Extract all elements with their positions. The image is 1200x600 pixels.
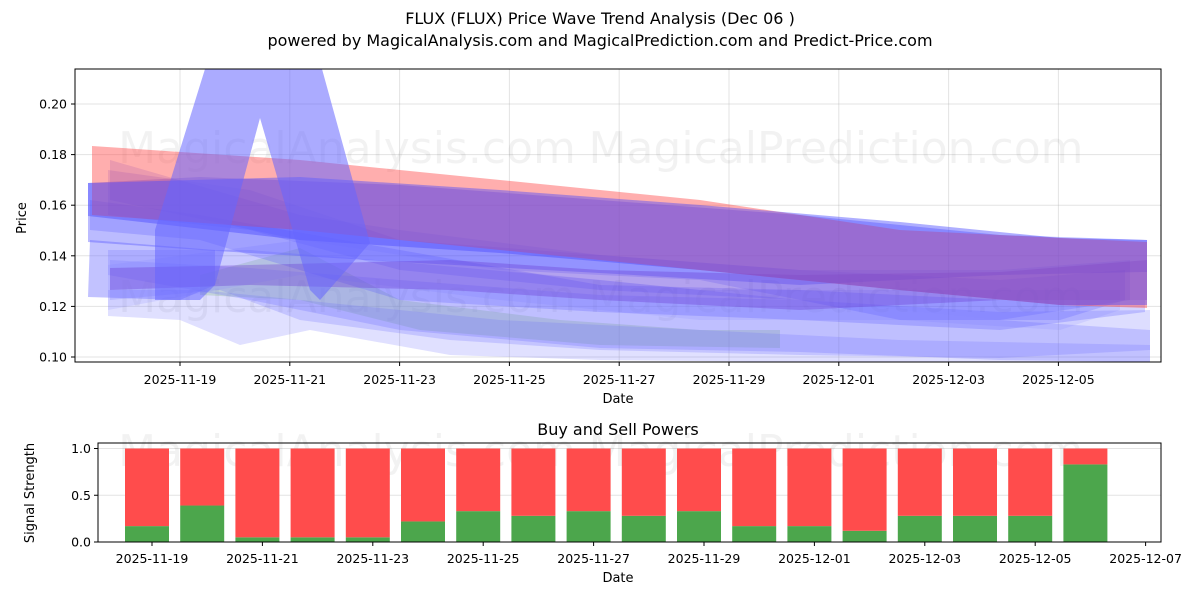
x-tick-label: 2025-11-25 bbox=[447, 551, 520, 566]
x-tick-label: 2025-11-19 bbox=[116, 551, 189, 566]
sell-bar bbox=[898, 449, 942, 516]
y-tick-label: 1.0 bbox=[71, 441, 91, 456]
buy-bar bbox=[456, 511, 500, 542]
buy-bar bbox=[677, 511, 721, 542]
price-y-label: Price bbox=[15, 202, 30, 234]
buy-bar bbox=[843, 531, 887, 542]
sell-bar bbox=[1008, 449, 1052, 516]
sell-bar bbox=[511, 449, 555, 516]
sell-bar bbox=[1063, 449, 1107, 465]
sell-bar bbox=[456, 449, 500, 512]
price-x-axis: 2025-11-19 2025-11-21 2025-11-23 2025-11-25… bbox=[144, 362, 1095, 387]
y-tick-label: 0.18 bbox=[39, 147, 67, 162]
signal-x-label: Date bbox=[602, 571, 633, 586]
buy-bar bbox=[567, 511, 611, 542]
sell-bar bbox=[235, 449, 279, 538]
buy-bar bbox=[953, 516, 997, 542]
y-tick-label: 0.12 bbox=[39, 299, 67, 314]
sell-bar bbox=[291, 449, 335, 538]
x-tick-label: 2025-12-03 bbox=[888, 551, 961, 566]
x-tick-label: 2025-12-05 bbox=[1022, 372, 1095, 387]
buy-bar bbox=[622, 516, 666, 542]
sell-bar bbox=[843, 449, 887, 531]
y-tick-label: 0.14 bbox=[39, 248, 67, 263]
buy-bar bbox=[401, 521, 445, 542]
buy-bar bbox=[787, 526, 831, 542]
x-tick-label: 2025-11-21 bbox=[226, 551, 299, 566]
buy-bar bbox=[235, 537, 279, 542]
signal-y-axis: 0.0 0.5 1.0 bbox=[71, 441, 98, 550]
sell-bar bbox=[953, 449, 997, 516]
x-tick-label: 2025-11-29 bbox=[693, 372, 766, 387]
x-tick-label: 2025-12-03 bbox=[912, 372, 985, 387]
x-tick-label: 2025-11-19 bbox=[144, 372, 217, 387]
x-tick-label: 2025-11-27 bbox=[583, 372, 656, 387]
x-tick-label: 2025-11-23 bbox=[336, 551, 409, 566]
x-tick-label: 2025-11-27 bbox=[557, 551, 630, 566]
sell-bar bbox=[787, 449, 831, 527]
y-tick-label: 0.5 bbox=[71, 488, 91, 503]
buy-bar bbox=[180, 506, 224, 542]
y-tick-label: 0.16 bbox=[39, 198, 67, 213]
x-tick-label: 2025-12-07 bbox=[1109, 551, 1182, 566]
sell-bar bbox=[180, 449, 224, 506]
buy-bar bbox=[125, 526, 169, 542]
buy-bar bbox=[732, 526, 776, 542]
x-tick-label: 2025-12-05 bbox=[999, 551, 1072, 566]
buy-bar bbox=[1008, 516, 1052, 542]
sell-bar bbox=[346, 449, 390, 538]
price-wave-chart: MagicalAnalysis.comMagicalPrediction.com… bbox=[0, 0, 1200, 600]
sell-bar bbox=[125, 449, 169, 527]
y-tick-label: 0.20 bbox=[39, 97, 67, 112]
signal-x-axis: 2025-11-19 2025-11-21 2025-11-23 2025-11-25… bbox=[116, 542, 1182, 566]
sell-bar bbox=[677, 449, 721, 512]
x-tick-label: 2025-11-25 bbox=[473, 372, 546, 387]
x-tick-label: 2025-11-21 bbox=[253, 372, 326, 387]
sell-bar bbox=[401, 449, 445, 522]
x-tick-label: 2025-12-01 bbox=[802, 372, 875, 387]
buy-bar bbox=[346, 537, 390, 542]
svg-text:MagicalPrediction.com: MagicalPrediction.com bbox=[589, 123, 1084, 174]
x-tick-label: 2025-11-23 bbox=[363, 372, 436, 387]
buy-bar bbox=[898, 516, 942, 542]
y-tick-label: 0.0 bbox=[71, 535, 91, 550]
sell-bar bbox=[622, 449, 666, 516]
buy-bar bbox=[511, 516, 555, 542]
sell-bar bbox=[567, 449, 611, 512]
buy-bar bbox=[291, 537, 335, 542]
buy-bar bbox=[1063, 464, 1107, 542]
price-x-label: Date bbox=[602, 392, 633, 407]
x-tick-label: 2025-12-01 bbox=[778, 551, 851, 566]
signal-y-label: Signal Strength bbox=[23, 443, 38, 543]
y-tick-label: 0.10 bbox=[39, 350, 67, 365]
price-y-axis: 0.10 0.12 0.14 0.16 0.18 0.20 bbox=[39, 97, 75, 365]
x-tick-label: 2025-11-29 bbox=[668, 551, 741, 566]
sell-bar bbox=[732, 449, 776, 527]
